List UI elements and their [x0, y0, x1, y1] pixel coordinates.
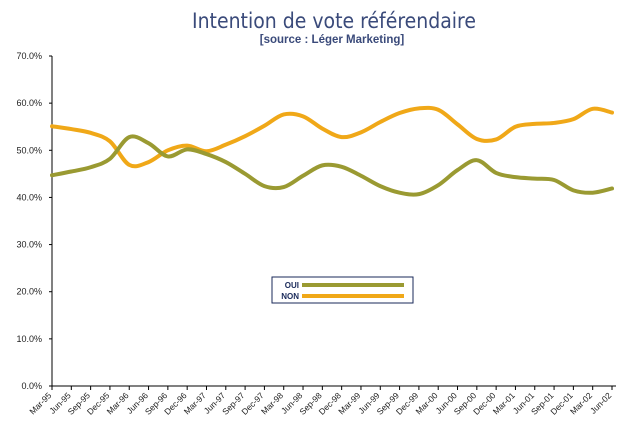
- x-tick-label: Mar-96: [105, 390, 131, 416]
- y-tick-label: 70.0%: [16, 51, 42, 61]
- y-tick-label: 10.0%: [16, 334, 42, 344]
- series-line-oui: [50, 134, 614, 197]
- x-tick-label: Mar-00: [414, 390, 440, 416]
- y-tick-label: 60.0%: [16, 98, 42, 108]
- x-tick-label: Mar-98: [259, 390, 285, 416]
- legend-label-non: NON: [281, 292, 299, 301]
- y-tick-label: 50.0%: [16, 145, 42, 155]
- chart-subtitle: [source : Léger Marketing]: [260, 34, 405, 46]
- legend-label-oui: OUI: [285, 281, 299, 290]
- series-line-non: [50, 105, 614, 169]
- chart-title: Intention de vote référendaire: [192, 9, 476, 33]
- x-tick-label: Mar-02: [568, 390, 594, 416]
- y-tick-label: 0.0%: [21, 381, 42, 391]
- legend: OUI NON: [271, 276, 414, 304]
- x-tick-label: Mar-01: [491, 390, 517, 416]
- legend-box: [271, 276, 414, 304]
- x-tick-label: Jun-02: [588, 390, 614, 416]
- y-tick-label: 20.0%: [16, 287, 42, 297]
- axes: 0.0% 10.0% 20.0% 30.0% 40.0% 50.0% 60.0% 70.0% M…: [16, 51, 616, 417]
- y-tick-label: 30.0%: [16, 240, 42, 250]
- y-tick-label: 40.0%: [16, 192, 42, 202]
- series-lines: [50, 105, 614, 197]
